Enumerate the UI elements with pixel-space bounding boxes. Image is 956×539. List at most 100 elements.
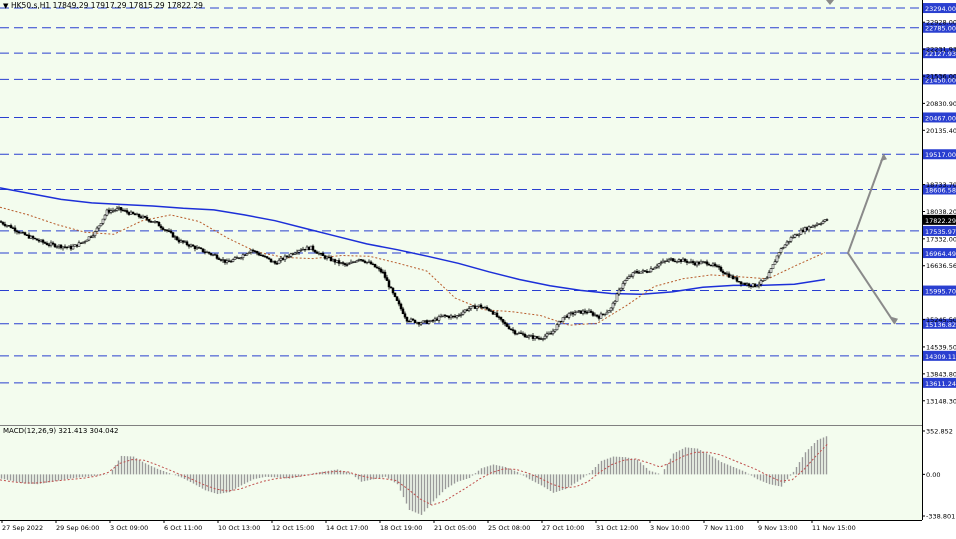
candle[interactable] bbox=[113, 208, 117, 213]
candle[interactable] bbox=[257, 251, 261, 257]
candle[interactable] bbox=[137, 213, 141, 219]
candle[interactable] bbox=[783, 244, 787, 249]
candle[interactable] bbox=[387, 278, 391, 290]
candle[interactable] bbox=[85, 239, 89, 242]
candle[interactable] bbox=[383, 269, 387, 280]
candle[interactable] bbox=[789, 235, 793, 244]
candle[interactable] bbox=[403, 311, 407, 319]
candle[interactable] bbox=[315, 250, 319, 254]
candle[interactable] bbox=[115, 206, 119, 212]
candle[interactable] bbox=[631, 271, 635, 279]
candle[interactable] bbox=[13, 225, 17, 234]
candle[interactable] bbox=[753, 283, 757, 288]
candle[interactable] bbox=[763, 278, 767, 281]
candle[interactable] bbox=[109, 208, 113, 215]
candle[interactable] bbox=[401, 306, 405, 315]
candle[interactable] bbox=[393, 292, 397, 298]
candle[interactable] bbox=[463, 309, 467, 314]
candle[interactable] bbox=[543, 333, 547, 341]
candle[interactable] bbox=[807, 225, 811, 233]
candle[interactable] bbox=[397, 298, 401, 307]
candle[interactable] bbox=[509, 328, 513, 331]
candle[interactable] bbox=[299, 248, 303, 252]
candle[interactable] bbox=[147, 219, 151, 223]
candle[interactable] bbox=[377, 266, 381, 272]
candle[interactable] bbox=[561, 317, 565, 323]
candle[interactable] bbox=[595, 314, 599, 318]
candle[interactable] bbox=[51, 241, 55, 246]
candle[interactable] bbox=[519, 330, 523, 334]
macd-signal-line[interactable] bbox=[0, 443, 829, 506]
candle[interactable] bbox=[33, 237, 37, 240]
candle[interactable] bbox=[713, 262, 717, 268]
candle[interactable] bbox=[99, 223, 103, 227]
candle[interactable] bbox=[567, 312, 571, 320]
candle[interactable] bbox=[761, 280, 765, 282]
candle[interactable] bbox=[625, 276, 629, 281]
candle[interactable] bbox=[171, 232, 175, 238]
candle[interactable] bbox=[717, 264, 721, 270]
candle[interactable] bbox=[439, 313, 443, 318]
candle[interactable] bbox=[765, 276, 769, 280]
candle[interactable] bbox=[721, 269, 725, 275]
candle[interactable] bbox=[513, 329, 517, 336]
candle[interactable] bbox=[419, 321, 423, 327]
candle[interactable] bbox=[269, 258, 273, 263]
candle[interactable] bbox=[93, 230, 97, 239]
candle[interactable] bbox=[421, 320, 425, 324]
candle[interactable] bbox=[191, 243, 195, 247]
candle[interactable] bbox=[379, 267, 383, 274]
candle[interactable] bbox=[535, 335, 539, 339]
candle[interactable] bbox=[655, 263, 659, 269]
candle[interactable] bbox=[199, 247, 203, 250]
candle[interactable] bbox=[781, 246, 785, 250]
candle[interactable] bbox=[151, 221, 155, 223]
candle[interactable] bbox=[343, 262, 347, 267]
candle[interactable] bbox=[787, 240, 791, 245]
candle[interactable] bbox=[505, 322, 509, 328]
candle[interactable] bbox=[297, 249, 301, 255]
candle[interactable] bbox=[747, 282, 751, 288]
candle[interactable] bbox=[665, 258, 669, 262]
moving-average-slow[interactable] bbox=[0, 187, 826, 296]
candle[interactable] bbox=[77, 240, 81, 247]
candle[interactable] bbox=[293, 251, 297, 255]
candle[interactable] bbox=[811, 224, 815, 228]
candle[interactable] bbox=[605, 309, 609, 315]
candle[interactable] bbox=[145, 214, 149, 221]
candle[interactable] bbox=[525, 335, 529, 338]
candle[interactable] bbox=[515, 333, 519, 336]
candle[interactable] bbox=[321, 251, 325, 256]
candle[interactable] bbox=[511, 327, 515, 334]
candle[interactable] bbox=[125, 208, 129, 215]
candle[interactable] bbox=[627, 274, 631, 279]
candle[interactable] bbox=[461, 309, 465, 316]
candle[interactable] bbox=[385, 274, 389, 281]
candle[interactable] bbox=[799, 227, 803, 235]
candle[interactable] bbox=[207, 251, 211, 255]
candle[interactable] bbox=[341, 261, 345, 266]
candle[interactable] bbox=[373, 263, 377, 268]
candle[interactable] bbox=[443, 314, 447, 319]
candle[interactable] bbox=[79, 242, 83, 244]
candle[interactable] bbox=[209, 252, 213, 257]
candle[interactable] bbox=[119, 207, 123, 213]
candle[interactable] bbox=[181, 240, 185, 245]
candle[interactable] bbox=[283, 254, 287, 262]
candle[interactable] bbox=[709, 264, 713, 267]
candle[interactable] bbox=[575, 310, 579, 313]
candle[interactable] bbox=[737, 281, 741, 283]
candle[interactable] bbox=[475, 305, 479, 312]
candle[interactable] bbox=[287, 254, 291, 259]
candle[interactable] bbox=[165, 229, 169, 233]
candle[interactable] bbox=[479, 303, 483, 309]
candle[interactable] bbox=[91, 233, 95, 239]
triangle-down-icon[interactable]: ▼ bbox=[3, 2, 9, 10]
candle[interactable] bbox=[169, 228, 173, 234]
candle[interactable] bbox=[735, 275, 739, 283]
candle[interactable] bbox=[649, 266, 653, 273]
candle[interactable] bbox=[657, 263, 661, 269]
candle[interactable] bbox=[329, 255, 333, 262]
candle[interactable] bbox=[611, 301, 615, 311]
